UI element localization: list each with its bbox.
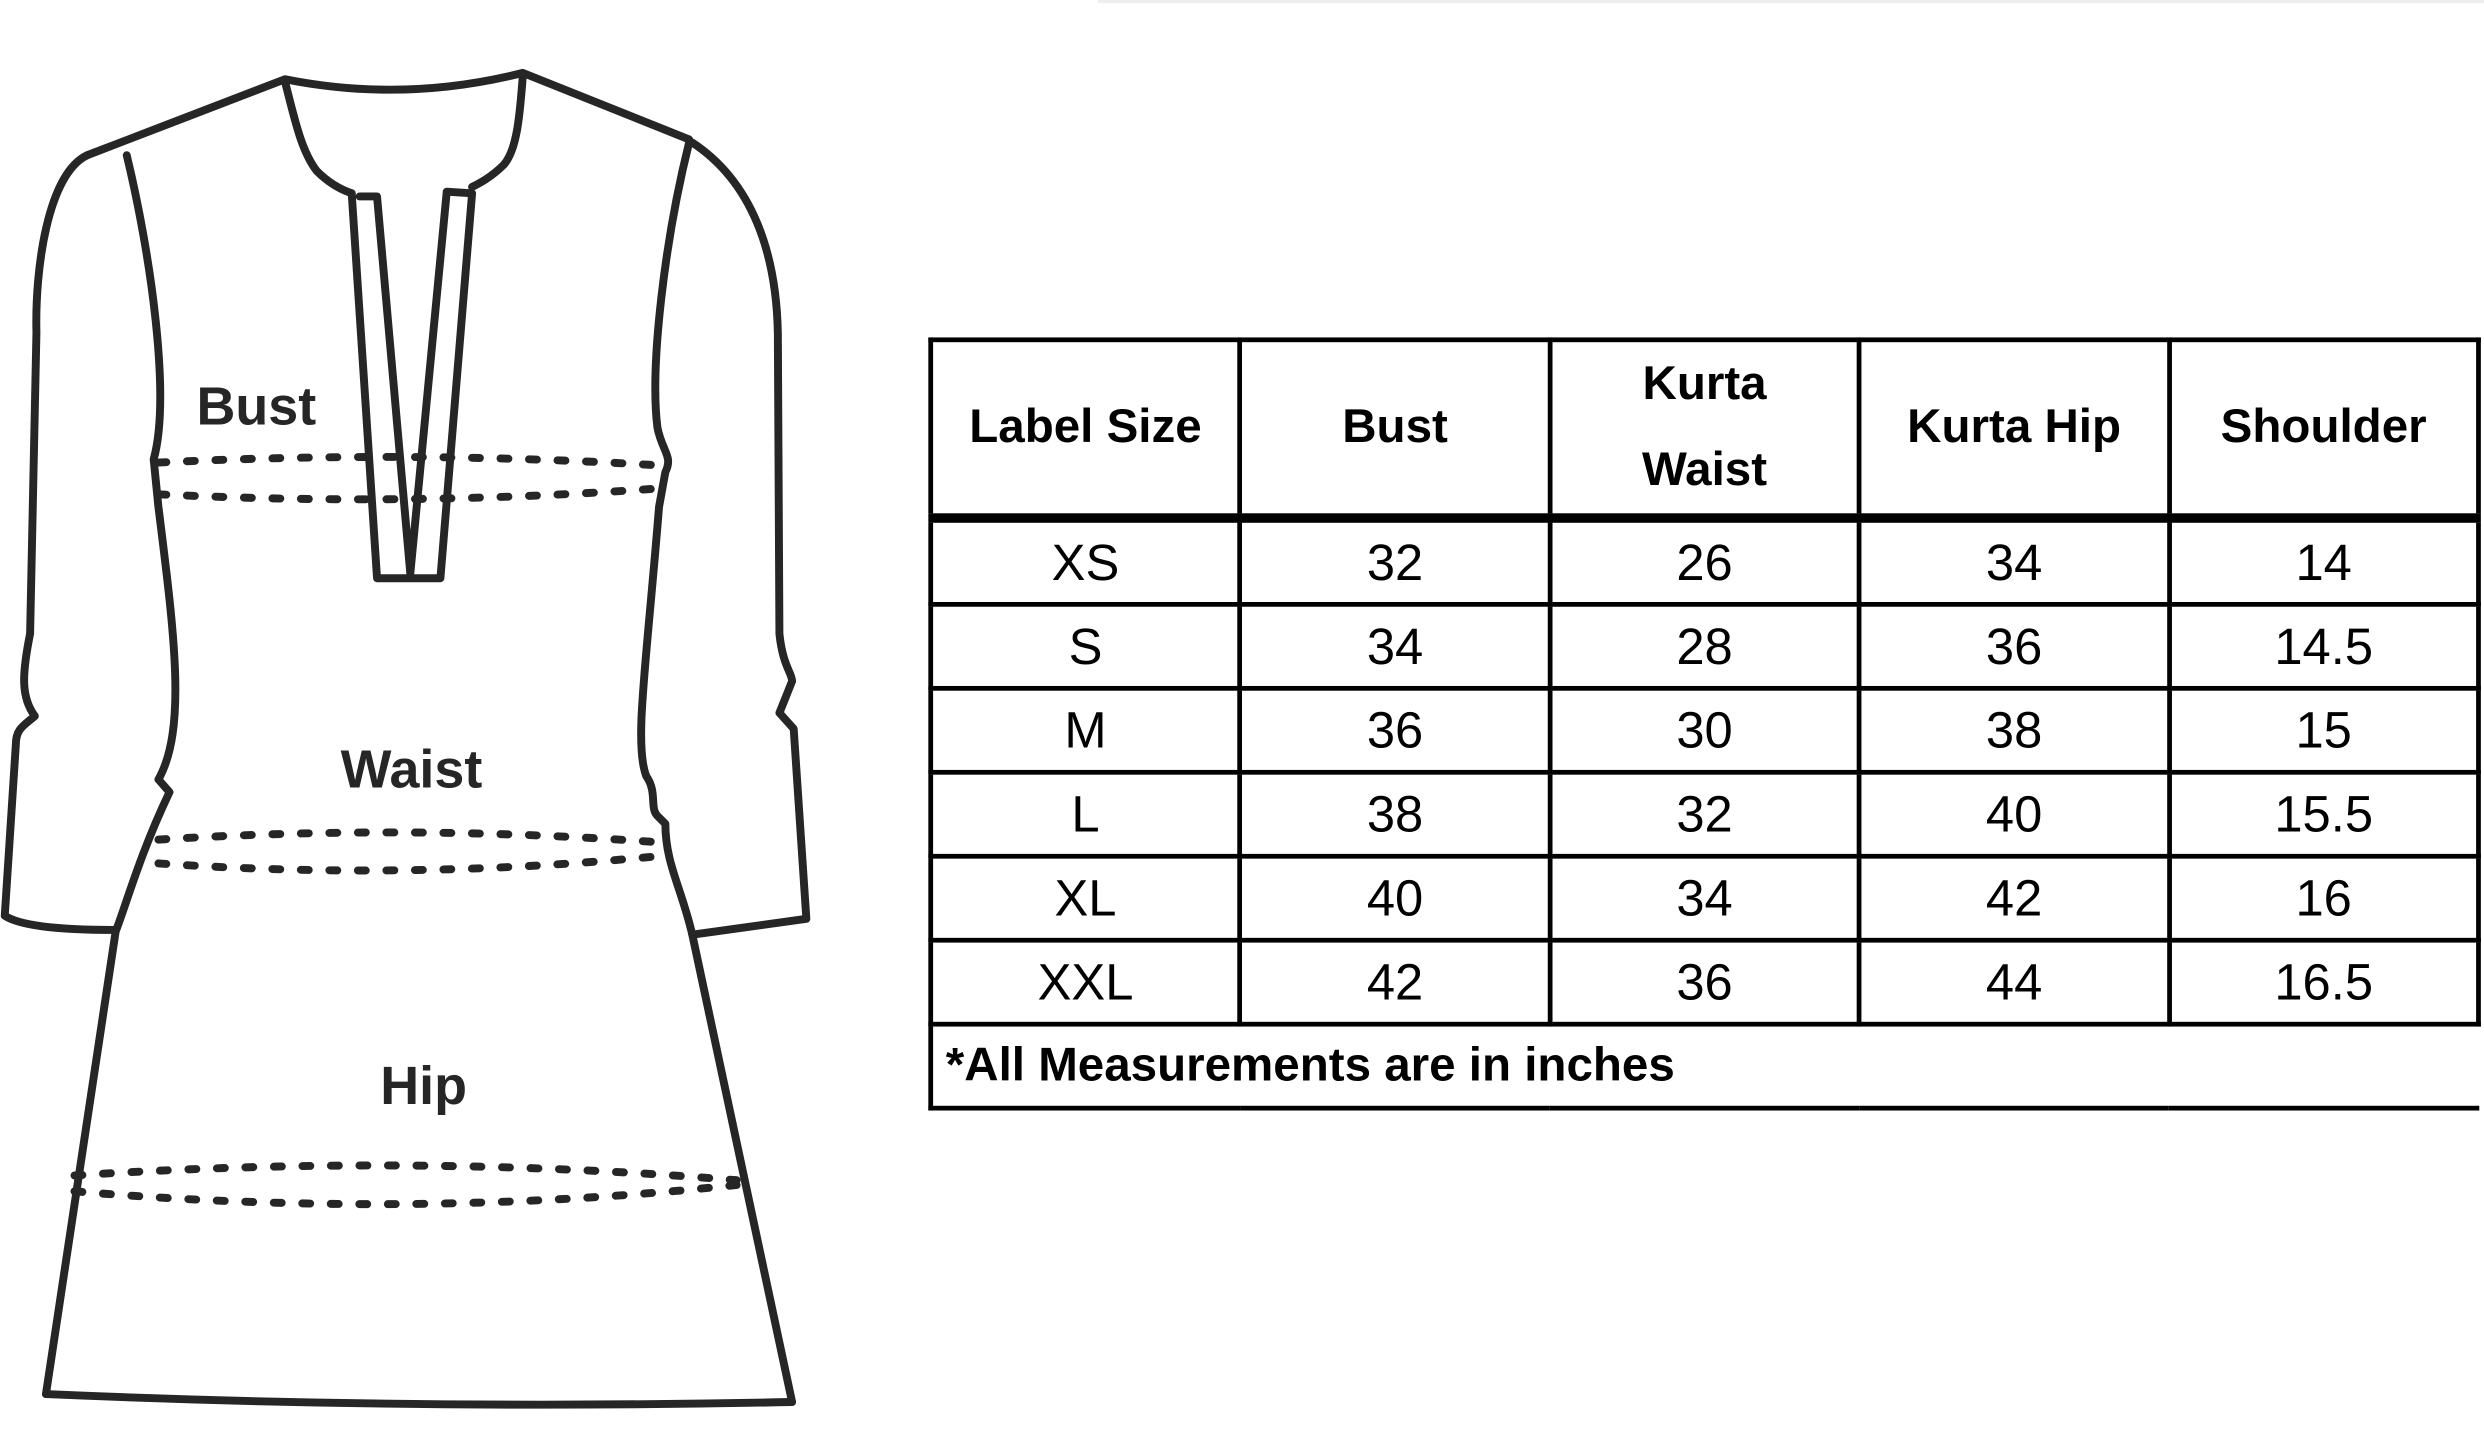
header-kurta-waist-line1: Kurta [1642, 358, 1767, 411]
header-kurta-waist-line2: Waist [1642, 443, 1768, 496]
kurta-hem [41, 1390, 797, 1409]
cell-bust: 34 [1237, 601, 1553, 691]
table-row: XXL 42 36 44 16.5 [928, 937, 2481, 1027]
hip-measure-lines [70, 1161, 741, 1209]
kurta-placket [347, 187, 477, 583]
cell-shoulder: 16 [2166, 853, 2481, 943]
table-row: XS 32 26 34 14 [928, 515, 2481, 607]
kurta-neckline [83, 68, 694, 160]
hip-label: Hip [380, 1056, 467, 1117]
table-row: L 38 32 40 15.5 [928, 769, 2481, 859]
cell-kurta-waist: 28 [1547, 601, 1862, 691]
cell-kurta-waist: 36 [1547, 937, 1862, 1027]
cell-label-size: M [928, 685, 1243, 775]
cell-kurta-hip: 34 [1856, 515, 2172, 607]
bust-label: Bust [196, 377, 317, 438]
kurta-left-body [41, 151, 180, 1399]
table-header-row: Label Size Bust Kurta Waist Kurta Hip Sho… [928, 337, 2481, 521]
cell-shoulder: 15 [2166, 685, 2481, 775]
cell-kurta-hip: 38 [1856, 685, 2172, 775]
cell-shoulder: 14 [2166, 515, 2481, 607]
cell-kurta-hip: 36 [1856, 601, 2172, 691]
cell-shoulder: 16.5 [2166, 937, 2481, 1027]
cell-shoulder: 14.5 [2166, 601, 2481, 691]
header-shoulder: Shoulder [2166, 337, 2481, 521]
cell-bust: 42 [1237, 937, 1553, 1027]
table-row: S 34 28 36 14.5 [928, 601, 2481, 691]
cell-kurta-waist: 32 [1547, 769, 1862, 859]
bust-measure-lines [154, 452, 670, 504]
cell-label-size: XS [928, 515, 1243, 607]
cell-kurta-hip: 44 [1856, 937, 2172, 1027]
kurta-inner-neck [281, 72, 527, 198]
header-label-size: Label Size [928, 337, 1243, 521]
header-kurta-waist: Kurta Waist [1547, 337, 1862, 521]
cell-bust: 36 [1237, 685, 1553, 775]
cell-label-size: XXL [928, 937, 1243, 1027]
footnote: *All Measurements are in inches [928, 1021, 2479, 1111]
kurta-right-sleeve [688, 138, 811, 939]
cell-label-size: L [928, 769, 1243, 859]
cell-bust: 40 [1237, 853, 1553, 943]
cell-kurta-waist: 30 [1547, 685, 1862, 775]
waist-label: Waist [340, 739, 483, 801]
cell-kurta-hip: 40 [1856, 769, 2172, 859]
kurta-right-body [637, 138, 797, 1406]
waist-measure-lines [154, 828, 670, 875]
kurta-left-sleeve [0, 151, 119, 934]
kurta-outline-illustration [0, 68, 811, 1409]
cell-label-size: XL [928, 853, 1243, 943]
cell-kurta-waist: 34 [1547, 853, 1862, 943]
cell-kurta-hip: 42 [1856, 853, 2172, 943]
header-kurta-hip: Kurta Hip [1856, 337, 2172, 521]
cell-kurta-waist: 26 [1547, 515, 1862, 607]
divider-line [1097, 0, 2484, 4]
footnote-row: *All Measurements are in inches [928, 1021, 2479, 1111]
cell-shoulder: 15.5 [2166, 769, 2481, 859]
size-table: Label Size Bust Kurta Waist Kurta Hip Sho… [928, 337, 2481, 1111]
header-bust: Bust [1237, 337, 1553, 521]
cell-bust: 38 [1237, 769, 1553, 859]
cell-bust: 32 [1237, 515, 1553, 607]
table-row: XL 40 34 42 16 [928, 853, 2481, 943]
cell-label-size: S [928, 601, 1243, 691]
table-row: M 36 30 38 15 [928, 685, 2481, 775]
